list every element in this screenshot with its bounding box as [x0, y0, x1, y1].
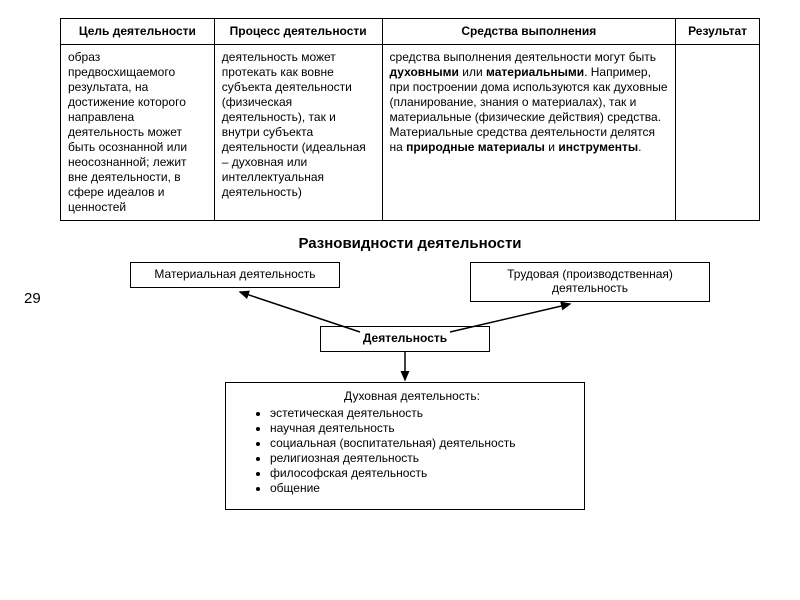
th-means: Средства выполнения: [382, 19, 676, 45]
spiritual-list: эстетическая деятельностьнаучная деятель…: [256, 406, 568, 495]
list-item: общение: [270, 481, 568, 495]
list-item: религиозная деятельность: [270, 451, 568, 465]
cell-means: средства выполнения деятельности могут б…: [382, 45, 676, 221]
list-item: философская деятельность: [270, 466, 568, 480]
table-row: образ предвосхищаемого результата, на до…: [61, 45, 760, 221]
th-process: Процесс деятельности: [214, 19, 382, 45]
page-number: 29: [24, 290, 41, 307]
activity-table: Цель деятельности Процесс деятельности С…: [60, 18, 760, 221]
list-item: эстетическая деятельность: [270, 406, 568, 420]
box-material: Материальная деятельность: [130, 262, 340, 288]
section-title: Разновидности деятельности: [60, 235, 760, 252]
box-labor: Трудовая (производственная) деятельность: [470, 262, 710, 302]
box-center: Деятельность: [320, 326, 490, 352]
list-item: социальная (воспитательная) деятельность: [270, 436, 568, 450]
cell-result: [676, 45, 760, 221]
cell-process: деятельность может протекать как вовне с…: [214, 45, 382, 221]
th-goal: Цель деятельности: [61, 19, 215, 45]
box-spiritual: Духовная деятельность: эстетическая деят…: [225, 382, 585, 510]
th-result: Результат: [676, 19, 760, 45]
cell-goal: образ предвосхищаемого результата, на до…: [61, 45, 215, 221]
spiritual-title: Духовная деятельность:: [256, 389, 568, 403]
list-item: научная деятельность: [270, 421, 568, 435]
varieties-diagram: Материальная деятельность Трудовая (прои…: [60, 262, 760, 522]
